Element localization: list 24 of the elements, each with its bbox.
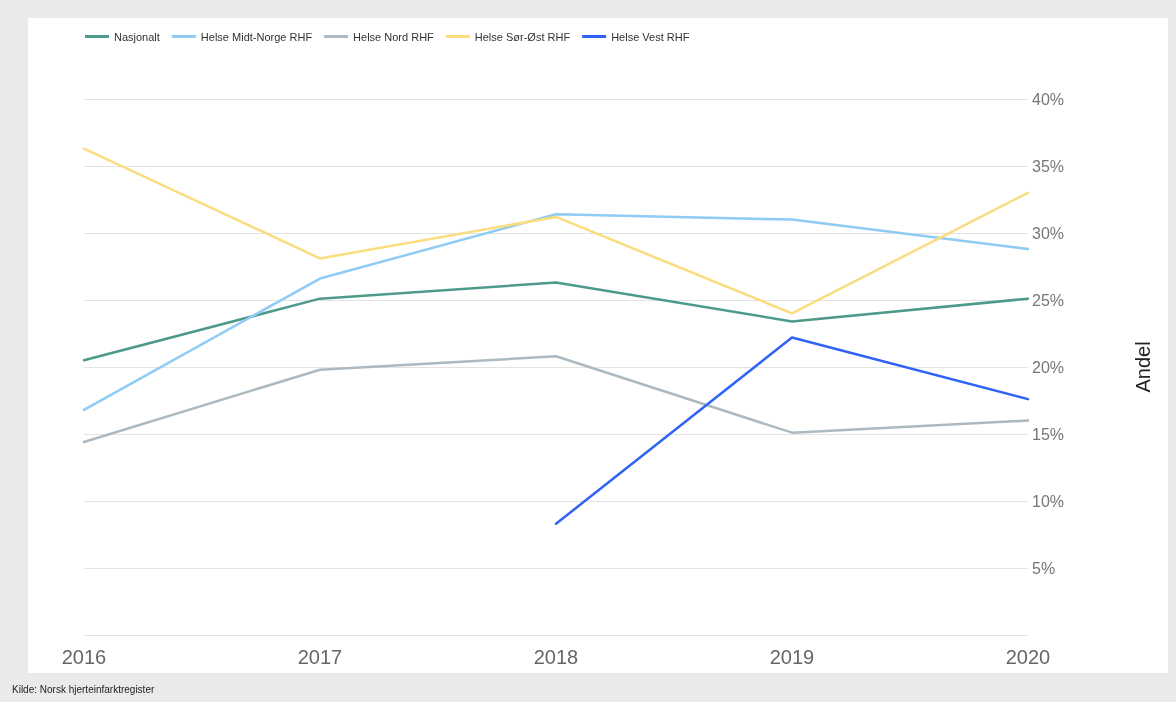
y-tick-label: 30% (1032, 224, 1065, 242)
line-series (82, 281, 1030, 362)
y-tick-label: 40% (1032, 90, 1065, 108)
x-tick-label: 2020 (1005, 646, 1051, 668)
legend-label: Nasjonalt (114, 30, 160, 43)
legend-label: Helse Vest RHF (611, 30, 690, 43)
y-axis-title: Andel (1132, 341, 1154, 393)
y-tick-label: 25% (1032, 291, 1065, 309)
line-series (82, 147, 1030, 315)
legend-label: Helse Sør-Øst RHF (474, 30, 571, 43)
x-tick-label: 2019 (769, 646, 815, 668)
x-tick-label: 2017 (297, 646, 343, 668)
text: Kilde: Norsk hjerteinfarktregister (12, 684, 155, 695)
y-tick-label: 20% (1032, 358, 1065, 376)
legend-label: Helse Nord RHF (353, 30, 435, 43)
line-series (82, 355, 1030, 444)
x-tick-label: 2016 (61, 646, 107, 668)
y-tick-label: 5% (1032, 559, 1056, 577)
y-tick-label: 35% (1032, 157, 1065, 175)
line-series (82, 212, 1030, 412)
y-tick-label: 10% (1032, 492, 1065, 510)
x-tick-label: 2018 (533, 646, 579, 668)
legend-label: Helse Midt-Norge RHF (200, 30, 313, 43)
y-tick-label: 15% (1032, 425, 1065, 443)
